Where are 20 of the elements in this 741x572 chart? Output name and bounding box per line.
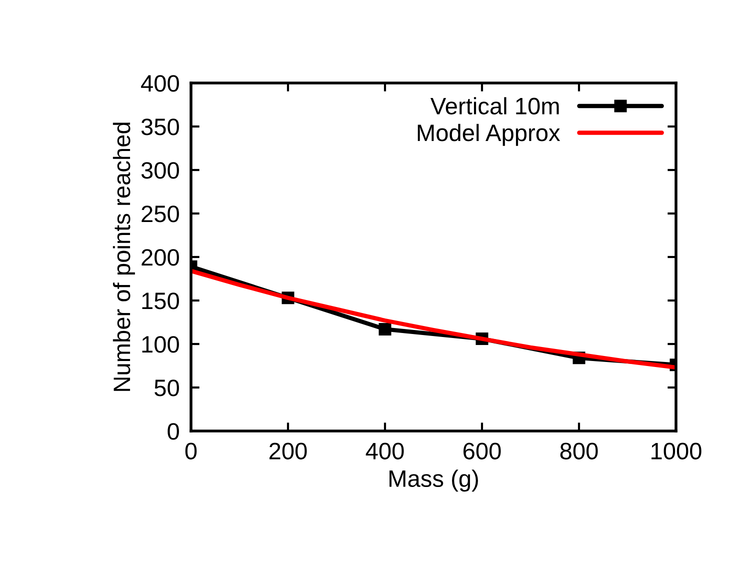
- y-tick-label: 50: [154, 380, 179, 396]
- x-tick-label: 0: [185, 442, 197, 460]
- y-tick-label: 400: [141, 75, 179, 92]
- y-tick-label: 300: [141, 162, 179, 179]
- x-axis-title: Mass (g): [390, 470, 478, 492]
- x-tick-label: 600: [464, 442, 501, 460]
- x-tick-label: 400: [366, 442, 404, 460]
- y-tick-label: 150: [142, 292, 179, 310]
- y-tick-label: 200: [142, 249, 179, 266]
- x-tick-label: 200: [269, 442, 307, 460]
- point: [378, 322, 392, 336]
- x-tick-label: 800: [560, 442, 598, 460]
- x-tick-label: 1000: [652, 442, 702, 460]
- legend-label: Vertical 10m: [430, 97, 559, 115]
- legend-label: Model Approx: [418, 124, 560, 146]
- y-tick-label: 0: [168, 423, 179, 440]
- y-tick-label: 350: [141, 118, 179, 136]
- y-tick-label: 100: [142, 336, 179, 353]
- y-axis-title: Number of points reached: [112, 122, 135, 391]
- y-tick-label: 250: [142, 206, 179, 222]
